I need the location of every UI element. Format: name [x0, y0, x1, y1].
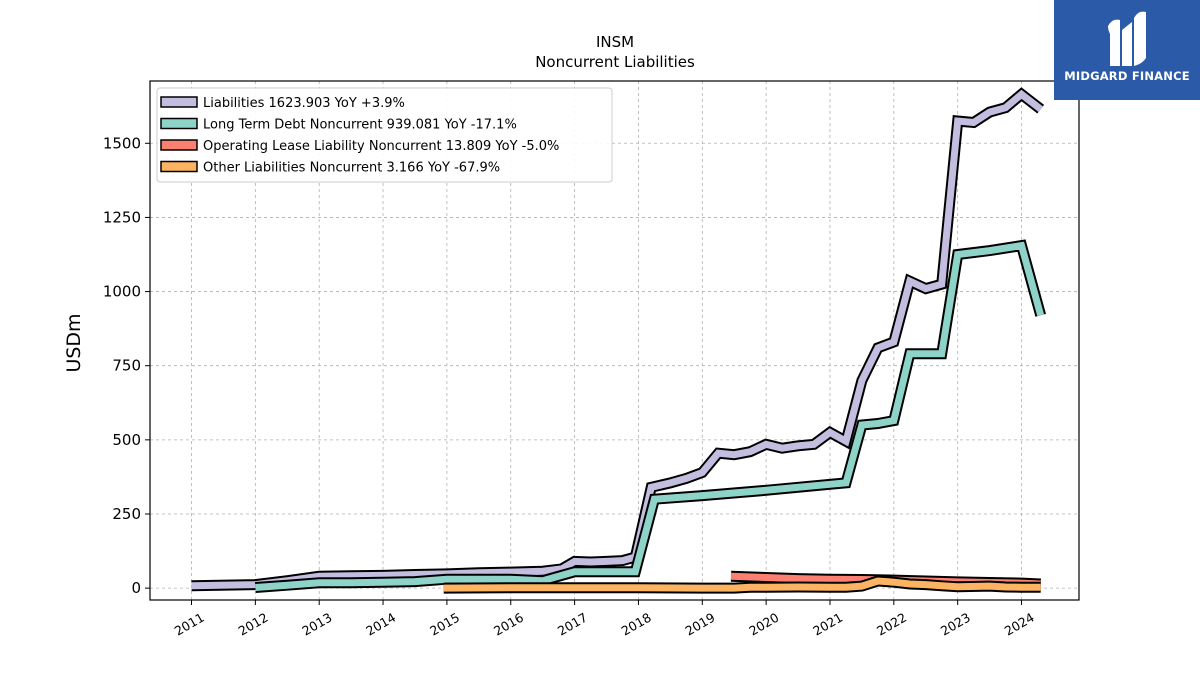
series-line-1 [255, 241, 1045, 591]
x-tick-label: 2022 [874, 610, 909, 639]
x-axis: 2011 2012 2013 2014 2015 2016 2017 2018 2019 2020… [172, 600, 1037, 639]
x-tick-label: 2013 [299, 610, 334, 639]
series-line-0 [191, 89, 1043, 590]
y-axis: 0 250 500 750 1000 1250 1500 [103, 134, 150, 597]
x-tick-label: 2019 [683, 610, 718, 639]
brand-logo: MIDGARD FINANCE [1054, 0, 1200, 100]
chart-subtitle: Noncurrent Liabilities [535, 53, 695, 71]
x-tick-label: 2015 [427, 610, 462, 639]
y-tick-label: 750 [112, 357, 141, 375]
y-axis-label: USDm [63, 313, 85, 372]
y-tick-label: 1000 [103, 283, 141, 301]
x-tick-label: 2011 [172, 610, 207, 639]
logo-mark-icon [1108, 11, 1146, 67]
y-tick-label: 250 [112, 505, 141, 523]
legend-label-1: Long Term Debt Noncurrent 939.081 YoY -1… [203, 118, 517, 133]
legend-label-0: Liabilities 1623.903 YoY +3.9% [203, 96, 405, 111]
legend-box [156, 87, 613, 183]
chart-title: INSM [596, 33, 634, 51]
y-tick-label: 0 [131, 579, 141, 597]
legend-label-3: Other Liabilities Noncurrent 3.166 YoY -… [203, 161, 500, 176]
legend-label-2: Operating Lease Liability Noncurrent 13.… [203, 139, 559, 154]
x-tick-label: 2016 [491, 610, 526, 639]
series-layer [191, 87, 1047, 594]
x-tick-label: 2017 [555, 610, 590, 639]
y-tick-label: 1250 [103, 208, 141, 226]
y-tick-label: 1500 [103, 134, 141, 152]
legend: Liabilities 1623.903 YoY +3.9% Long Term … [156, 87, 613, 183]
x-tick-label: 2018 [619, 610, 654, 639]
x-tick-label: 2014 [363, 610, 398, 639]
x-tick-label: 2020 [746, 610, 781, 639]
legend-swatch-3 [160, 160, 198, 173]
x-tick-label: 2021 [810, 610, 845, 639]
y-tick-label: 500 [112, 431, 141, 449]
legend-swatch-2 [160, 139, 198, 151]
series-line-3 [443, 577, 1041, 592]
grid [150, 81, 1079, 600]
legend-swatch-1 [160, 117, 198, 130]
x-tick-label: 2012 [236, 610, 271, 639]
plot-frame [149, 80, 1080, 601]
x-tick-label: 2024 [1002, 610, 1037, 639]
x-tick-label: 2023 [938, 610, 973, 639]
logo-text: MIDGARD FINANCE [1064, 69, 1190, 83]
legend-swatch-0 [160, 96, 198, 108]
